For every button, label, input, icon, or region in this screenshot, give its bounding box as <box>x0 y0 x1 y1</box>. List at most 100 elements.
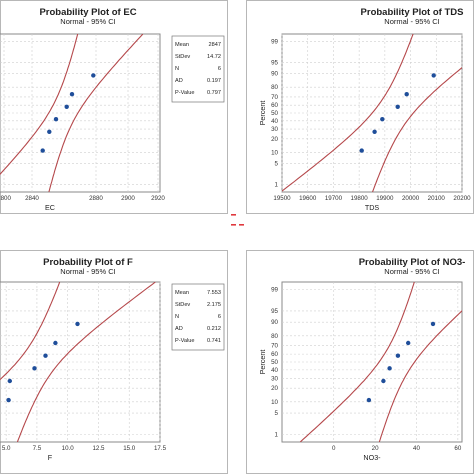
stats-legend: Mean 7.553 StDev 2.175 N 6 AD 0.212 P-Value 0.741 <box>171 283 225 351</box>
legend-box <box>171 35 225 103</box>
x-tick-label: 60 <box>454 445 461 452</box>
x-axis-label: F <box>48 453 53 462</box>
data-point <box>380 117 385 122</box>
y-tick-label: 60 <box>271 351 278 358</box>
legend-stat-label: StDev <box>175 54 190 60</box>
data-point <box>387 366 392 371</box>
chart-subtitle: Normal - 95% CI <box>60 267 115 276</box>
data-point <box>75 321 80 327</box>
ci-lower-line <box>299 282 415 442</box>
chart-subtitle: Normal - 95% CI <box>384 267 439 276</box>
data-point <box>53 117 59 122</box>
y-tick-label: 99 <box>271 39 278 46</box>
y-tick-label: 70 <box>271 94 278 101</box>
legend-stat-label: AD <box>175 326 183 332</box>
y-tick-label: 60 <box>271 102 278 109</box>
data-point <box>64 104 69 110</box>
x-tick-label: 15.0 <box>123 445 136 452</box>
data-point <box>395 353 401 358</box>
separator-mark <box>231 224 236 226</box>
y-tick-label: 20 <box>271 385 278 392</box>
data-point <box>366 397 372 403</box>
y-axis-label: Percent <box>258 101 267 126</box>
x-tick-label: 10.0 <box>62 445 75 452</box>
x-tick-label: 5.0 <box>2 445 11 452</box>
x-axis-label: TDS <box>365 203 380 212</box>
legend-stat-value: 0.797 <box>207 90 221 96</box>
legend-stat-value: 14.72 <box>207 54 221 60</box>
chart-title: Probability Plot of NO3- <box>359 257 466 268</box>
x-tick-label: 19600 <box>299 195 317 202</box>
data-point <box>381 378 386 384</box>
y-tick-label: 10 <box>271 149 278 156</box>
data-point <box>431 73 436 78</box>
data-point <box>47 129 52 134</box>
x-tick-label: 2900 <box>121 195 135 202</box>
y-tick-label: 70 <box>271 343 278 350</box>
stats-legend: Mean 2847 StDev 14.72 N 6 AD 0.197 P-Value 0.797 <box>171 35 225 103</box>
plot-lines <box>0 34 144 192</box>
y-tick-label: 80 <box>271 333 278 340</box>
y-tick-label: 5 <box>275 160 279 167</box>
y-tick-label: 20 <box>271 136 278 143</box>
plot-lines <box>0 282 156 442</box>
y-tick-label: 50 <box>271 110 278 117</box>
x-tick-label: 0 <box>332 445 336 452</box>
y-tick-label: 95 <box>271 60 278 67</box>
y-tick-label: 40 <box>271 118 278 125</box>
y-tick-label: 10 <box>271 399 278 406</box>
data-point <box>91 73 96 78</box>
data-point <box>395 104 400 110</box>
x-tick-label: 19500 <box>273 195 291 202</box>
plot-lines <box>299 282 462 442</box>
data-point <box>359 148 364 153</box>
x-tick-label: 7.5 <box>33 445 42 452</box>
x-axis-label: EC <box>45 203 55 212</box>
data-point <box>7 378 12 384</box>
x-tick-label: 2800 <box>0 195 11 202</box>
x-tick-label: 40 <box>413 445 420 452</box>
y-tick-label: 90 <box>271 71 278 78</box>
data-point <box>6 397 11 403</box>
ci-upper-line <box>378 310 462 442</box>
legend-stat-label: P-Value <box>175 90 195 96</box>
legend-stat-value: 0.212 <box>207 326 221 332</box>
chart-title: Probability Plot of F <box>43 257 133 268</box>
legend-stat-label: P-Value <box>175 338 195 344</box>
ci-upper-line <box>48 34 144 192</box>
x-tick-label: 2880 <box>89 195 103 202</box>
x-tick-label: 19700 <box>325 195 343 202</box>
data-point <box>372 129 377 134</box>
y-tick-label: 40 <box>271 367 278 374</box>
x-tick-label: 12.5 <box>92 445 105 452</box>
x-axis-label: NO3- <box>363 453 381 462</box>
y-tick-label: 30 <box>271 375 278 382</box>
y-tick-label: 30 <box>271 126 278 133</box>
data-point <box>430 321 436 327</box>
legend-stat-value: 2847 <box>209 42 221 48</box>
x-tick-label: 20100 <box>428 195 446 202</box>
y-tick-label: 99 <box>271 287 278 294</box>
legend-stat-label: N <box>175 314 179 320</box>
data-point <box>40 148 45 153</box>
chart-subtitle: Normal - 95% CI <box>384 17 439 26</box>
y-tick-label: 5 <box>275 410 279 417</box>
x-tick-label: 20200 <box>453 195 471 202</box>
legend-stat-value: 6 <box>218 314 221 320</box>
legend-stat-label: Mean <box>175 42 189 48</box>
legend-stat-value: 2.175 <box>207 302 221 308</box>
ci-lower-line <box>0 34 79 176</box>
data-point <box>404 92 409 97</box>
legend-stat-label: StDev <box>175 302 190 308</box>
plot-lines <box>282 34 462 192</box>
legend-stat-value: 0.197 <box>207 78 221 84</box>
data-point <box>32 366 37 371</box>
legend-stat-value: 6 <box>218 66 221 72</box>
y-tick-label: 1 <box>275 181 279 188</box>
x-tick-label: 2920 <box>151 195 165 202</box>
chart-subtitle: Normal - 95% CI <box>60 17 115 26</box>
